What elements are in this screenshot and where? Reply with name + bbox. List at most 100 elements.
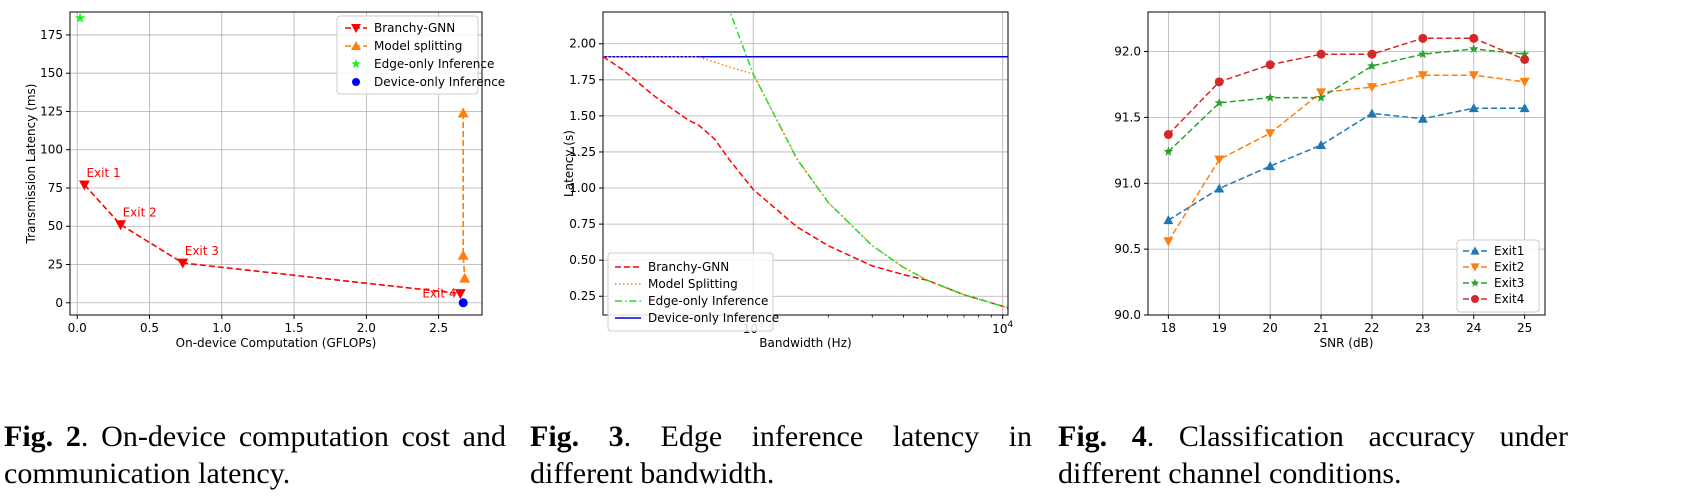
data-point [1214, 183, 1225, 193]
data-point [1520, 54, 1530, 64]
series-line [1168, 107, 1525, 221]
data-point [1163, 130, 1173, 140]
data-point [1367, 49, 1377, 59]
y-tick-label: 2.00 [569, 37, 596, 51]
y-tick-label: 0.50 [569, 253, 596, 267]
series-2 [74, 12, 86, 23]
legend-box [607, 252, 774, 332]
series-1 [457, 107, 471, 283]
figure-3-caption-label: Fig. 3 [530, 420, 624, 453]
series-2 [1163, 43, 1530, 156]
y-tick-label: 90.0 [1114, 308, 1141, 322]
plot-area [74, 12, 471, 308]
data-point [459, 272, 471, 283]
legend-box [336, 15, 479, 95]
y-tick-label: 100 [40, 143, 63, 157]
legend: Exit1 Exit2 Exit3 Exit4 [1456, 239, 1540, 313]
y-tick-label: 0.25 [569, 289, 596, 303]
x-tick-label: 23 [1415, 321, 1430, 335]
x-tick-label: 2.5 [429, 321, 448, 335]
series-3 [458, 298, 468, 308]
y-tick-label: 150 [40, 66, 63, 80]
figure-4: 18 19 20 21 22 23 24 25 90.0 90.5 91.0 91.5 92.0 SNR … [1058, 0, 1700, 504]
data-point [1519, 77, 1530, 87]
series-line [462, 113, 466, 279]
data-point [1316, 49, 1326, 59]
y-tick-label: 1.00 [569, 181, 596, 195]
data-point [1265, 161, 1276, 171]
legend-label: Branchy-GNN [648, 260, 729, 274]
x-tick-label: 104 [992, 320, 1013, 336]
legend-box [1456, 239, 1540, 313]
series-1 [1163, 71, 1530, 247]
x-tick-label: 24 [1466, 321, 1481, 335]
axes-frame [1147, 11, 1546, 316]
y-tick-label: 50 [48, 219, 63, 233]
series-0 [1163, 103, 1530, 225]
legend-label: Edge-only Inference [374, 57, 494, 71]
legend-marker [351, 41, 361, 50]
data-point [115, 220, 127, 231]
legend-label: Device-only Inference [374, 75, 505, 89]
data-point [1519, 49, 1530, 59]
y-tick-label: 0.75 [569, 217, 596, 231]
y-tick-label: 1.50 [569, 109, 596, 123]
data-point [1468, 103, 1479, 113]
exit-annotation: Exit 4 [422, 287, 456, 301]
data-point [1163, 146, 1174, 156]
data-point [457, 107, 469, 118]
x-tick-label: 1.0 [212, 321, 231, 335]
figure-2-caption: Fig. 2. On-device computation cost and c… [4, 418, 506, 492]
data-point [177, 258, 189, 269]
data-point [1265, 60, 1275, 70]
x-axis-label: Bandwidth (Hz) [759, 336, 851, 350]
x-tick-label: 19 [1212, 321, 1227, 335]
x-axis-label: On-device Computation (GFLOPs) [176, 336, 377, 350]
data-point [1468, 71, 1479, 81]
plot-area [1163, 33, 1530, 247]
exit-annotation: Exit 2 [123, 206, 157, 220]
exit-annotation: Exit 3 [185, 244, 219, 258]
legend-label: Edge-only Inference [648, 294, 768, 308]
axes-frame [602, 11, 1009, 316]
data-point [1316, 140, 1327, 150]
figure-4-chart: 18 19 20 21 22 23 24 25 90.0 90.5 91.0 91.5 92.0 SNR … [1114, 11, 1546, 350]
data-point [1469, 43, 1479, 53]
legend-label: Exit1 [1494, 244, 1524, 258]
x-tick-label: 20 [1263, 321, 1278, 335]
x-tick-label: 18 [1161, 321, 1176, 335]
y-tick-label: 75 [48, 181, 63, 195]
x-tick-label: 22 [1364, 321, 1379, 335]
legend-label: Exit4 [1494, 292, 1524, 306]
data-point [74, 12, 86, 23]
legend-marker [1470, 263, 1480, 272]
y-tick-label: 91.5 [1114, 110, 1141, 124]
x-tick-label: 0.5 [140, 321, 159, 335]
data-point [1367, 61, 1377, 71]
legend-marker [1471, 295, 1479, 303]
figure-4-caption-label: Fig. 4 [1058, 420, 1147, 453]
legend: Branchy-GNN Model Splitting Edge-only Infe… [607, 252, 779, 332]
series-line [1167, 48, 1525, 153]
x-tick-label: 21 [1313, 321, 1328, 335]
data-point [1265, 92, 1275, 102]
y-axis-label: Latency (s) [562, 130, 576, 197]
data-point [1519, 103, 1530, 113]
plot-area [603, 12, 1008, 309]
legend-marker [1470, 246, 1480, 255]
data-point [1366, 108, 1377, 118]
legend-marker [1470, 278, 1480, 287]
legend-label: Model splitting [374, 39, 462, 53]
figure-3-caption-text: . Edge inference latency in different ba… [530, 420, 1032, 490]
data-point [1163, 215, 1174, 225]
data-point [1418, 33, 1428, 43]
y-tick-label: 125 [40, 104, 63, 118]
series-line-0 [603, 56, 1008, 309]
figure-3-chart: 1031040.250.500.751.001.251.501.752.00Ba… [562, 11, 1013, 350]
data-point [457, 249, 469, 260]
data-point [1214, 77, 1224, 87]
series-line [83, 184, 461, 295]
legend-marker [351, 24, 361, 33]
data-point [1418, 49, 1428, 59]
data-point [1366, 83, 1377, 93]
